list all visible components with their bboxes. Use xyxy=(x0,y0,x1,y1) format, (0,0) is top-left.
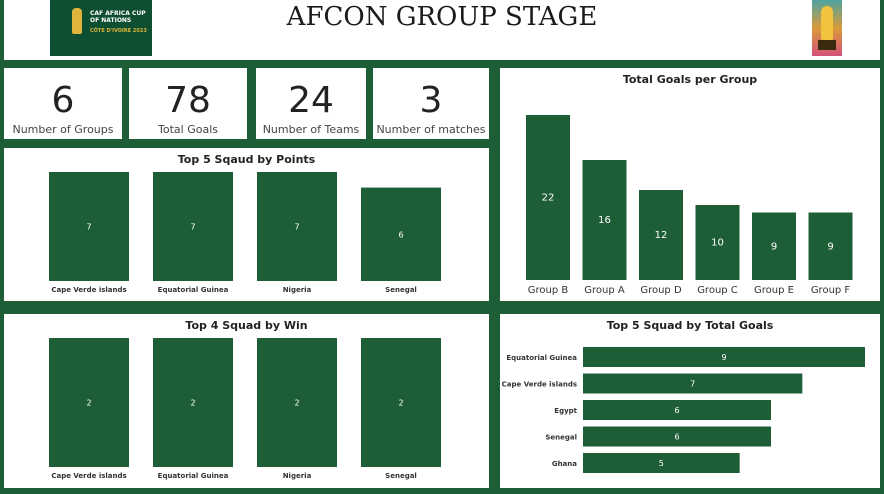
bar xyxy=(257,172,337,281)
data-label: 2 xyxy=(398,399,403,408)
kpi-label: Number of Groups xyxy=(12,123,114,136)
kpi-label: Number of matches xyxy=(376,123,486,136)
category-label: Cape Verde islands xyxy=(51,472,126,480)
data-label: 2 xyxy=(190,399,195,408)
kpi-label: Total Goals xyxy=(158,123,218,136)
category-label: Nigeria xyxy=(283,286,312,294)
data-label: 6 xyxy=(398,230,403,239)
bar xyxy=(582,160,627,280)
bar xyxy=(361,187,441,281)
data-label: 22 xyxy=(542,193,555,204)
category-label: Senegal xyxy=(385,472,417,480)
chart-title: Top 5 Sqaud by Points xyxy=(177,153,316,166)
data-label: 6 xyxy=(674,406,679,415)
kpi-card-goals: 78 Total Goals xyxy=(129,68,247,139)
kpi-card-teams: 24 Number of Teams xyxy=(256,68,366,139)
kpi-value: 24 xyxy=(288,80,334,121)
bar xyxy=(808,212,853,280)
chart-title: Top 5 Squad by Total Goals xyxy=(606,319,774,332)
data-label: 2 xyxy=(294,399,299,408)
data-label: 7 xyxy=(190,223,195,232)
chart-panel-points: Top 5 Sqaud by Points 7 Cape Verde island… xyxy=(4,148,489,301)
category-label: Nigeria xyxy=(283,472,312,480)
kpi-value: 78 xyxy=(165,80,211,121)
chart-title: Total Goals per Group xyxy=(622,73,758,86)
squad-goals-chart: 9 Equatorial Guinea 7 Cape Verde islands 6 Eg… xyxy=(502,347,865,473)
data-label: 12 xyxy=(655,230,668,241)
wins-chart: 2 Cape Verde islands 2 Equatorial Guinea 2 Ni… xyxy=(49,338,441,480)
chart-panel-wins: Top 4 Squad by Win 2 Cape Verde islands 2 E… xyxy=(4,314,489,488)
data-label: 5 xyxy=(659,459,664,468)
category-label: Group D xyxy=(640,285,682,296)
cup-icon xyxy=(72,8,82,34)
category-label: Equatorial Guinea xyxy=(158,472,229,480)
data-label: 16 xyxy=(598,215,611,226)
kpi-label: Number of Teams xyxy=(262,123,360,136)
bar xyxy=(583,373,803,394)
kpi-value: 6 xyxy=(51,80,75,121)
category-label: Cape Verde islands xyxy=(51,286,126,294)
bar xyxy=(49,172,129,281)
bar xyxy=(583,453,740,473)
bar xyxy=(257,338,337,467)
trophy-icon xyxy=(821,6,833,40)
trophy-base xyxy=(818,40,836,50)
category-label: Group E xyxy=(754,285,794,296)
category-label: Equatorial Guinea xyxy=(158,286,229,294)
logo-subtext: CÔTE D'IVOIRE 2023 xyxy=(90,28,147,34)
points-chart: 7 Cape Verde islands 7 Equatorial Guinea 7 Ni… xyxy=(49,172,441,294)
bar xyxy=(153,338,233,467)
category-label: Group F xyxy=(811,285,851,296)
category-label: Ghana xyxy=(552,460,577,468)
goals-per-group-chart: 22 Group B 16 Group A 12 Group D 10 Group C 9 Gro… xyxy=(526,115,853,296)
chart-panel-goals-group: Total Goals per Group 22 Group B 16 Group A… xyxy=(500,68,880,301)
data-label: 7 xyxy=(690,380,695,389)
bar xyxy=(583,400,771,420)
page-title: AFCON GROUP STAGE xyxy=(286,2,598,32)
bar xyxy=(49,338,129,467)
chart-panel-squad-goals: Top 5 Squad by Total Goals 9 Equatorial G… xyxy=(500,314,880,488)
category-label: Egypt xyxy=(554,407,577,415)
data-label: 9 xyxy=(771,241,777,252)
bar xyxy=(583,347,865,367)
kpi-card-groups: 6 Number of Groups xyxy=(4,68,122,139)
afcon-logo: CAF AFRICA CUP OF NATIONS CÔTE D'IVOIRE … xyxy=(50,0,152,56)
category-label: Group A xyxy=(584,285,625,296)
bar xyxy=(526,115,570,280)
data-label: 9 xyxy=(721,353,726,362)
data-label: 7 xyxy=(294,223,299,232)
category-label: Equatorial Guinea xyxy=(506,354,577,362)
category-label: Group C xyxy=(697,285,738,296)
bar xyxy=(361,338,441,467)
trophy-image xyxy=(812,0,842,56)
data-label: 10 xyxy=(711,238,724,249)
data-label: 2 xyxy=(86,399,91,408)
category-label: Senegal xyxy=(545,434,577,442)
data-label: 7 xyxy=(86,223,91,232)
bar xyxy=(153,172,233,281)
kpi-card-matches: 3 Number of matches xyxy=(373,68,489,139)
bar xyxy=(752,212,796,280)
bar xyxy=(583,426,771,447)
kpi-value: 3 xyxy=(419,80,443,121)
category-label: Group B xyxy=(528,285,569,296)
category-label: Cape Verde islands xyxy=(502,381,577,389)
header: CAF AFRICA CUP OF NATIONS CÔTE D'IVOIRE … xyxy=(4,0,880,60)
data-label: 9 xyxy=(827,241,833,252)
chart-title: Top 4 Squad by Win xyxy=(185,319,308,332)
logo-text: CAF AFRICA CUP OF NATIONS xyxy=(90,10,146,24)
bar xyxy=(695,205,740,280)
bar xyxy=(639,190,683,280)
category-label: Senegal xyxy=(385,286,417,294)
data-label: 6 xyxy=(674,433,679,442)
